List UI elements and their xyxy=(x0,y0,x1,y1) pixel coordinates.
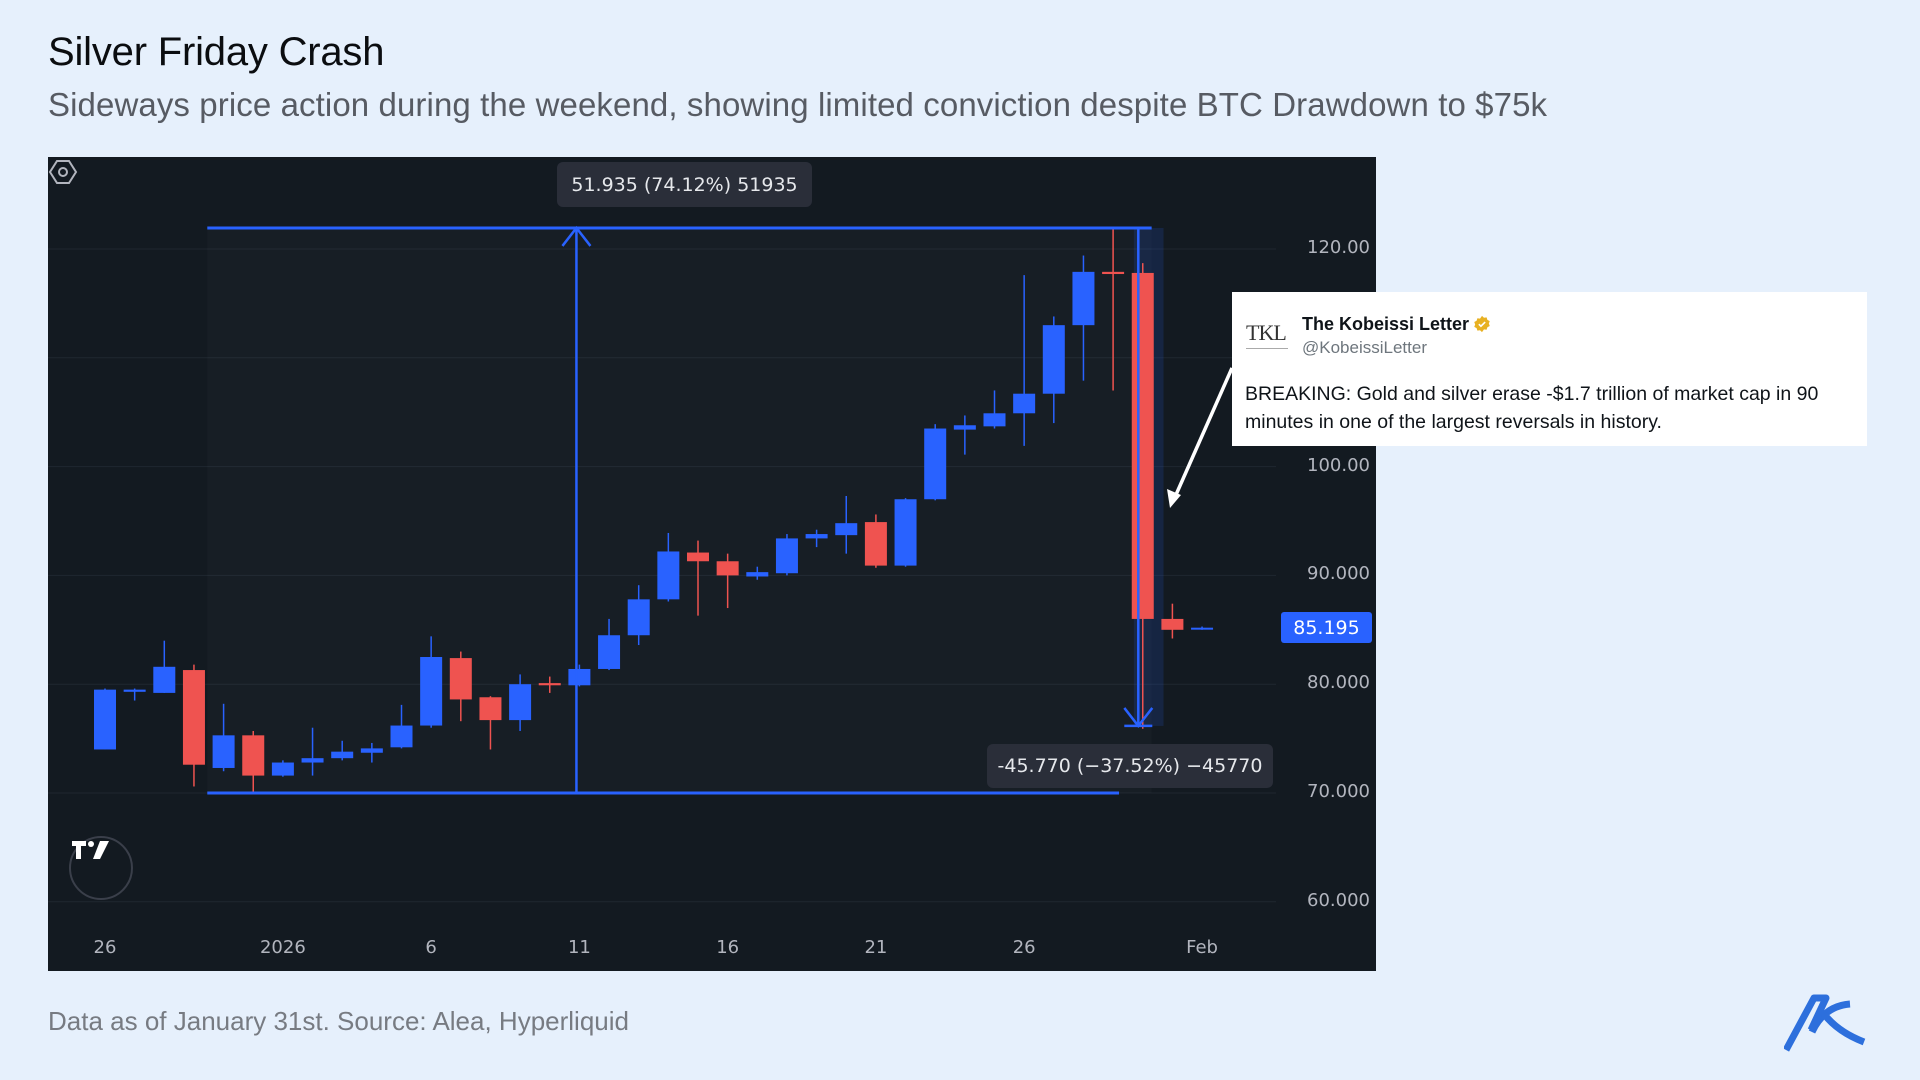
time-axis-label: 26 xyxy=(1012,937,1036,958)
avatar: TKL xyxy=(1246,320,1288,349)
source-note: Data as of January 31st. Source: Alea, H… xyxy=(48,1006,629,1036)
tweet-text: BREAKING: Gold and silver erase -$1.7 tr… xyxy=(1245,383,1819,433)
tweet-card: TKL The Kobeissi Letter @KobeissiLetter … xyxy=(1232,292,1867,446)
tweet-handle: @KobeissiLetter xyxy=(1302,338,1427,357)
price-axis-label: 80.000 xyxy=(1307,672,1370,694)
candlestick-chart[interactable]: 51.935 (74.12%) 51935 -45.770 (−37.52%) … xyxy=(48,157,1376,971)
time-axis-label: 21 xyxy=(864,937,888,958)
time-axis-label: 6 xyxy=(425,937,437,958)
price-axis-label: 60.000 xyxy=(1307,889,1370,911)
verified-badge-icon xyxy=(1474,315,1490,333)
price-axis-label: 70.000 xyxy=(1307,781,1370,802)
price-axis-label: 100.00 xyxy=(1307,454,1370,476)
page-title: Silver Friday Crash xyxy=(48,30,385,74)
brand-logo-icon xyxy=(1784,994,1866,1052)
tradingview-logo-icon xyxy=(72,841,109,859)
page-subtitle: Sideways price action during the weekend… xyxy=(48,86,1548,123)
author-name-text: The Kobeissi Letter xyxy=(1302,314,1470,334)
tweet-author-name: The Kobeissi Letter xyxy=(1302,314,1491,335)
time-axis-label: 26 xyxy=(93,937,117,958)
time-axis-label: Feb xyxy=(1186,937,1218,958)
up-measure-label: 51.935 (74.12%) 51935 xyxy=(557,162,812,207)
chart-settings-icon[interactable] xyxy=(48,157,78,187)
chart-canvas[interactable] xyxy=(48,157,1376,971)
time-axis-label: 16 xyxy=(716,937,740,958)
last-price-tag: 85.195 xyxy=(1281,612,1372,643)
price-axis-label: 90.000 xyxy=(1307,563,1370,585)
tradingview-logo[interactable] xyxy=(69,836,133,900)
time-axis-label: 11 xyxy=(567,937,591,958)
price-axis-label: 120.00 xyxy=(1307,237,1370,258)
time-axis-label: 2026 xyxy=(259,937,306,958)
down-measure-label: -45.770 (−37.52%) −45770 xyxy=(987,744,1273,788)
